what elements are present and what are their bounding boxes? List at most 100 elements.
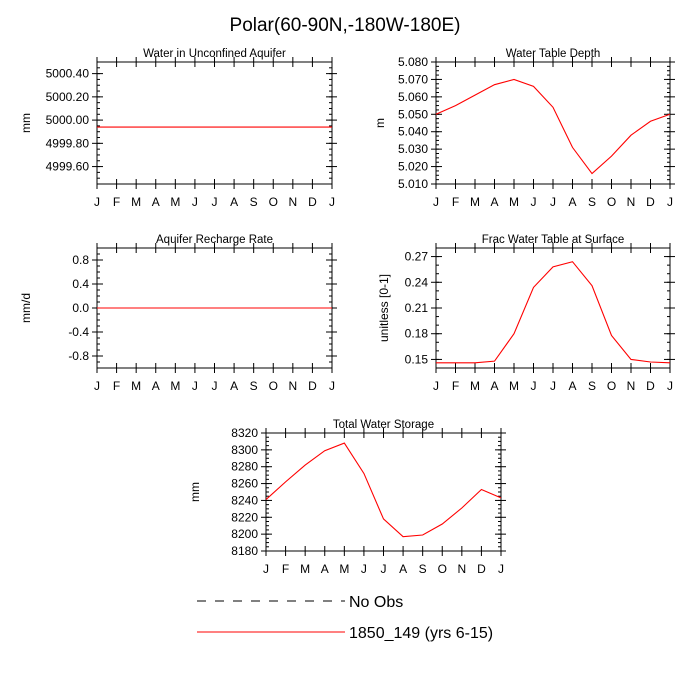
plot-frame bbox=[435, 61, 671, 185]
x-tick-label: M bbox=[131, 379, 141, 393]
x-tick-label: A bbox=[152, 195, 160, 209]
x-tick-label: N bbox=[288, 195, 297, 209]
y-tick-label: 0.8 bbox=[72, 253, 89, 267]
x-tick-label: N bbox=[288, 379, 297, 393]
x-tick-label: M bbox=[470, 195, 480, 209]
x-tick-label: A bbox=[568, 195, 576, 209]
y-axis-label: mm bbox=[188, 482, 202, 502]
x-tick-label: M bbox=[509, 379, 519, 393]
y-tick-label: 5.030 bbox=[398, 142, 428, 156]
y-tick-label: 5000.20 bbox=[46, 90, 90, 104]
plot-frame bbox=[265, 432, 502, 552]
x-tick-label: S bbox=[588, 379, 596, 393]
y-tick-label: 8260 bbox=[231, 477, 258, 491]
y-tick-label: 5.060 bbox=[398, 90, 428, 104]
x-tick-label: A bbox=[230, 379, 238, 393]
x-tick-label: M bbox=[170, 195, 180, 209]
x-tick-label: S bbox=[250, 379, 258, 393]
x-tick-label: J bbox=[550, 379, 556, 393]
x-tick-label: J bbox=[531, 379, 537, 393]
x-tick-label: A bbox=[230, 195, 238, 209]
x-tick-label: D bbox=[477, 562, 486, 576]
y-axis-label: unitless [0-1] bbox=[377, 274, 391, 342]
plot-frame bbox=[96, 61, 333, 185]
x-tick-label: D bbox=[308, 195, 317, 209]
y-tick-label: 4999.80 bbox=[46, 136, 90, 150]
y-tick-label: -0.4 bbox=[68, 325, 89, 339]
x-tick-label: J bbox=[192, 195, 198, 209]
y-tick-label: 8320 bbox=[231, 426, 258, 440]
y-tick-label: 5.080 bbox=[398, 55, 428, 69]
legend: No Obs 1850_149 (yrs 6-15) bbox=[197, 594, 493, 642]
x-tick-label: J bbox=[361, 562, 367, 576]
y-axis-label: mm bbox=[19, 113, 33, 133]
y-tick-label: 8300 bbox=[231, 443, 258, 457]
x-tick-label: D bbox=[646, 195, 655, 209]
x-tick-label: J bbox=[94, 379, 100, 393]
y-tick-label: 8240 bbox=[231, 493, 258, 507]
x-tick-label: S bbox=[419, 562, 427, 576]
x-tick-label: M bbox=[131, 195, 141, 209]
x-tick-label: A bbox=[568, 379, 576, 393]
x-tick-label: N bbox=[457, 562, 466, 576]
y-tick-label: 0.4 bbox=[72, 277, 89, 291]
y-tick-label: 5.070 bbox=[398, 72, 428, 86]
y-tick-label: 0.18 bbox=[405, 327, 429, 341]
x-tick-label: O bbox=[607, 195, 616, 209]
y-tick-label: 5.010 bbox=[398, 177, 428, 191]
x-tick-label: J bbox=[329, 379, 335, 393]
panel-title: Total Water Storage bbox=[333, 419, 434, 431]
panel-title: Water in Unconfined Aquifer bbox=[143, 48, 286, 60]
x-tick-label: J bbox=[263, 562, 269, 576]
y-tick-label: 8220 bbox=[231, 510, 258, 524]
page-title: Polar(60-90N,-180W-180E) bbox=[230, 15, 461, 36]
y-tick-label: 4999.60 bbox=[46, 160, 90, 174]
x-tick-label: N bbox=[627, 195, 636, 209]
panel-title: Water Table Depth bbox=[506, 48, 601, 60]
panel-title: Aquifer Recharge Rate bbox=[156, 234, 273, 246]
legend-obs-label: No Obs bbox=[349, 594, 403, 611]
y-tick-label: -0.8 bbox=[68, 349, 89, 363]
y-tick-label: 0.27 bbox=[405, 250, 429, 264]
x-tick-label: A bbox=[490, 379, 498, 393]
x-tick-label: J bbox=[498, 562, 504, 576]
x-tick-label: A bbox=[399, 562, 407, 576]
x-tick-label: F bbox=[113, 379, 120, 393]
x-tick-label: A bbox=[321, 562, 329, 576]
x-tick-label: J bbox=[531, 195, 537, 209]
x-tick-label: M bbox=[470, 379, 480, 393]
x-tick-label: A bbox=[152, 379, 160, 393]
y-tick-label: 0.24 bbox=[405, 275, 429, 289]
y-tick-label: 0.0 bbox=[72, 301, 89, 315]
x-tick-label: O bbox=[607, 379, 616, 393]
series-line bbox=[435, 78, 671, 175]
x-tick-label: J bbox=[433, 379, 439, 393]
x-tick-label: O bbox=[269, 195, 278, 209]
y-tick-label: 5000.40 bbox=[46, 67, 90, 81]
x-tick-label: S bbox=[250, 195, 258, 209]
y-tick-label: 5000.00 bbox=[46, 113, 90, 127]
y-tick-label: 8200 bbox=[231, 527, 258, 541]
y-tick-label: 0.15 bbox=[405, 352, 429, 366]
y-axis-label: m bbox=[373, 118, 387, 128]
y-tick-label: 0.21 bbox=[405, 301, 429, 315]
y-axis-label: mm/d bbox=[19, 293, 33, 323]
x-tick-label: J bbox=[381, 562, 387, 576]
x-tick-label: N bbox=[627, 379, 636, 393]
x-tick-label: M bbox=[339, 562, 349, 576]
x-tick-label: J bbox=[212, 195, 218, 209]
y-tick-label: 8180 bbox=[231, 544, 258, 558]
y-tick-label: 5.020 bbox=[398, 160, 428, 174]
series-line bbox=[265, 442, 502, 538]
x-tick-label: M bbox=[170, 379, 180, 393]
x-tick-label: F bbox=[113, 195, 120, 209]
x-tick-label: J bbox=[329, 195, 335, 209]
plot-frame bbox=[435, 247, 671, 369]
x-tick-label: M bbox=[509, 195, 519, 209]
x-tick-label: D bbox=[308, 379, 317, 393]
